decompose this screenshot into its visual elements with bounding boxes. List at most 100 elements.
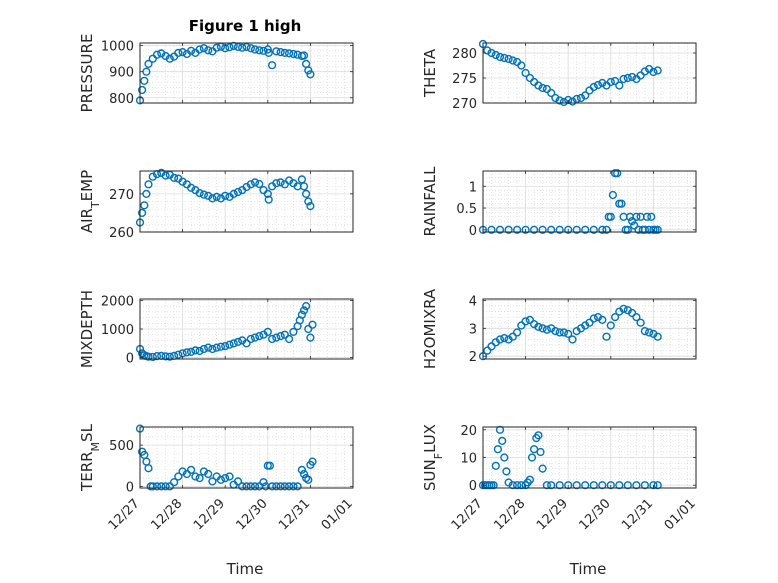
data-point [512, 481, 522, 490]
data-point [551, 327, 560, 336]
data-point [246, 180, 255, 189]
data-point [615, 481, 624, 490]
data-point [623, 481, 632, 490]
data-point [195, 474, 204, 483]
data-point [161, 352, 170, 361]
data-point [653, 66, 662, 75]
data-point [148, 482, 157, 491]
data-point [212, 43, 221, 52]
data-point [589, 225, 598, 234]
data-point [508, 56, 517, 65]
x-axis-label-left: Time [226, 560, 264, 578]
x-tick-label: 12/30 [234, 496, 271, 533]
data-point [276, 482, 285, 491]
y-axis-label: H2OMIXRA [421, 288, 439, 369]
data-point [285, 482, 294, 491]
data-point [632, 313, 641, 322]
data-point [623, 73, 632, 83]
x-tick-label: 12/30 [577, 496, 614, 533]
data-point [221, 191, 230, 200]
axes-box [139, 426, 354, 489]
data-point [483, 46, 492, 55]
x-tick-label: 12/29 [534, 496, 571, 533]
data-point [195, 346, 204, 356]
data-point [178, 177, 187, 186]
data-point [534, 431, 543, 440]
data-point [495, 52, 505, 62]
panel-air-temp: 260 270 AIRTEMP [78, 168, 354, 241]
data-point [191, 472, 200, 481]
panel-terr-msl: 0 500 12/27 12/28 12/29 12/30 12/31 01/01 TERRMS… [78, 423, 356, 533]
axes-box [482, 42, 697, 104]
x-tick-label: 12/27 [449, 496, 486, 533]
data-point [293, 482, 302, 491]
panel-rainfall: 0 0.5 1 RAINFALL [421, 166, 697, 239]
data-point [547, 225, 556, 234]
data-point [199, 190, 209, 199]
data-point [250, 333, 260, 342]
data-point [178, 467, 187, 476]
data-point [619, 74, 628, 84]
data-point [589, 82, 598, 92]
data-point [272, 333, 281, 342]
data-point [299, 182, 309, 191]
data-point [649, 67, 658, 77]
data-point [644, 328, 654, 337]
data-point [152, 50, 162, 59]
data-point [642, 212, 652, 221]
data-point [495, 225, 505, 234]
data-point [302, 189, 311, 199]
data-point [144, 464, 153, 473]
data-point [617, 199, 626, 208]
data-point [246, 334, 255, 344]
data-point [242, 339, 251, 348]
data-point [144, 352, 153, 361]
data-point [216, 194, 226, 203]
data-point [208, 344, 217, 354]
data-point [199, 467, 209, 476]
data-point [255, 332, 264, 341]
data-point [568, 97, 577, 106]
data-point [225, 340, 234, 349]
y-tick-label: 2000 [101, 294, 134, 309]
data-point [289, 49, 298, 59]
data-point [255, 46, 264, 55]
data-point [512, 328, 522, 337]
data-point [495, 335, 505, 344]
data-point [144, 59, 153, 69]
y-tick-label: 0 [469, 224, 477, 239]
data-point [238, 43, 247, 52]
data-point [527, 453, 537, 462]
data-point [268, 334, 277, 344]
data-point [268, 482, 277, 491]
data-point [263, 189, 272, 199]
y-tick-label: 2 [469, 350, 477, 365]
y-axis-label: SUNFLUX [421, 424, 445, 491]
panel-h2omixra: 2 3 4 H2OMIXRA [421, 288, 697, 369]
data-point [204, 343, 213, 352]
data-point [508, 332, 517, 341]
y-tick-label: 800 [109, 92, 134, 107]
data-point [264, 48, 273, 58]
data-point [589, 314, 598, 323]
data-point [259, 46, 268, 55]
data-point [216, 342, 226, 351]
data-point [598, 481, 607, 490]
data-point [233, 477, 243, 486]
data-point [174, 48, 183, 58]
data-point [148, 172, 157, 181]
data-point [265, 461, 275, 470]
data-point [649, 481, 658, 490]
data-point [493, 445, 503, 454]
data-point [606, 321, 615, 330]
data-point [225, 472, 234, 481]
data-point [630, 221, 639, 230]
data-point [187, 183, 196, 192]
data-point [187, 46, 196, 55]
panel-sun-flux: 0 10 20 12/27 12/28 12/29 12/30 12/31 01/01 SUNFL… [421, 424, 699, 534]
data-point [208, 194, 217, 203]
data-point [264, 195, 273, 204]
data-point [517, 321, 526, 330]
data-point [529, 225, 539, 234]
y-axis-label: PRESSURE [78, 34, 96, 113]
